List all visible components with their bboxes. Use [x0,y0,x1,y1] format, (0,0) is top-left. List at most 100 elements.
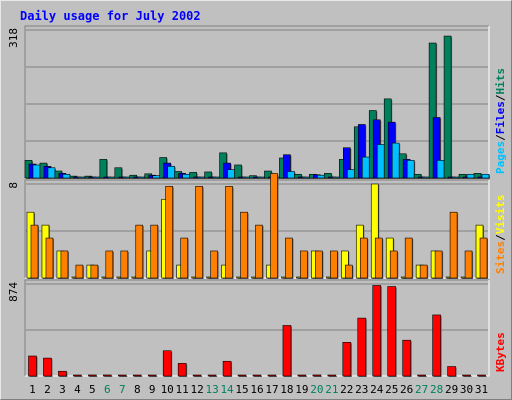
bar-files [357,124,367,179]
bar-kbytes [43,357,53,377]
day-label: 17 [265,383,278,396]
day-label: 6 [104,383,111,396]
bar-kbytes [103,374,113,377]
bar-pages [481,173,491,179]
day-label: 29 [445,383,458,396]
visits-axis-title-part: Visits [494,195,507,235]
bar-kbytes [147,374,158,377]
day-label: 26 [400,383,413,396]
bar-sites [255,224,264,279]
bar-kbytes [417,374,427,377]
bar-kbytes [117,374,128,377]
bar-kbytes [192,374,203,377]
bar-sites [210,250,219,279]
day-label: 9 [149,383,156,396]
visits-ymax-label: 8 [7,182,20,189]
day-label: 31 [475,383,488,396]
bar-sites [240,211,249,279]
bar-kbytes [402,339,412,377]
kbytes-axis-title-part: KBytes [494,332,507,372]
bar-sites [359,237,369,279]
day-label: 10 [161,383,174,396]
bar-files [432,117,442,179]
bar-kbytes [58,370,68,377]
bar-sites [225,186,234,279]
traffic-axis-title-part: / [494,94,507,101]
day-label: 8 [134,383,141,396]
bar-sites [315,250,324,279]
day-label: 23 [355,383,368,396]
bar-kbytes [88,374,98,377]
bar-kbytes [28,355,38,377]
x-axis-day-labels: 1 2 3 4 5 6 7 8 9 10 11 12 13 14 15 16 17 18 19 20 21 22 23 24 2… [29,383,488,396]
panel-area [25,26,489,178]
bar-kbytes [132,374,143,377]
bar-kbytes [267,374,277,377]
traffic-axis-title-part: Files [494,101,507,134]
panel-visits: 8 Sites/Visits [7,173,507,279]
day-label: 22 [340,383,353,396]
bar-sites [180,237,189,279]
bar-kbytes [357,317,367,377]
traffic-ymax-label: 318 [7,28,20,48]
day-label: 4 [74,383,81,396]
bar-sites [90,264,99,279]
day-label: 16 [250,383,263,396]
bar-kbytes [342,342,352,377]
bar-kbytes [252,374,262,377]
bar-sites [419,264,429,279]
bar-files [343,147,352,179]
bar-sites [464,250,474,279]
day-label: 28 [430,383,443,396]
visits-axis-title-part: / [494,234,507,241]
bar-hits [428,42,438,179]
day-label: 1 [29,383,36,396]
day-label: 19 [295,383,308,396]
panel-area [25,280,489,376]
bar-sites [135,224,144,279]
day-label: 25 [385,383,398,396]
bar-kbytes [73,374,83,377]
bar-hits [204,171,213,179]
bar-kbytes [387,286,397,377]
bar-hits [324,173,333,179]
bar-sites [404,237,414,279]
bar-kbytes [162,350,173,377]
day-label: 18 [280,383,293,396]
bar-sites [285,237,294,279]
traffic-axis-title-part: Hits [494,68,507,95]
bar-kbytes [432,314,442,377]
bar-sites [330,250,339,279]
bar-kbytes [447,366,457,377]
bar-kbytes [297,374,307,377]
kbytes-ymax-label: 874 [7,282,20,302]
bar-visits [370,183,380,279]
bar-sites [479,237,489,279]
bar-sites [165,186,174,279]
day-label: 3 [59,383,66,396]
traffic-axis-title-part: Pages [494,141,507,174]
bar-sites [120,250,129,279]
bar-sites [75,264,84,279]
chart-title: Daily usage for July 2002 [20,9,201,23]
bar-hits [443,35,453,179]
bar-sites [270,173,279,279]
day-label: 15 [235,383,248,396]
bar-sites [434,250,444,279]
visits-axis-title: Sites/Visits [494,195,507,275]
bar-files [283,154,292,179]
day-label: 27 [415,383,428,396]
bar-sites [195,186,204,279]
bar-kbytes [207,374,218,377]
bar-kbytes [477,374,487,377]
bar-sites [105,250,114,279]
bar-kbytes [282,325,292,377]
panel-kbytes: 874 KBytes [7,279,507,377]
bar-kbytes [372,285,382,377]
bar-kbytes [327,374,337,377]
bar-sites [389,250,399,279]
bar-sites [374,237,384,279]
